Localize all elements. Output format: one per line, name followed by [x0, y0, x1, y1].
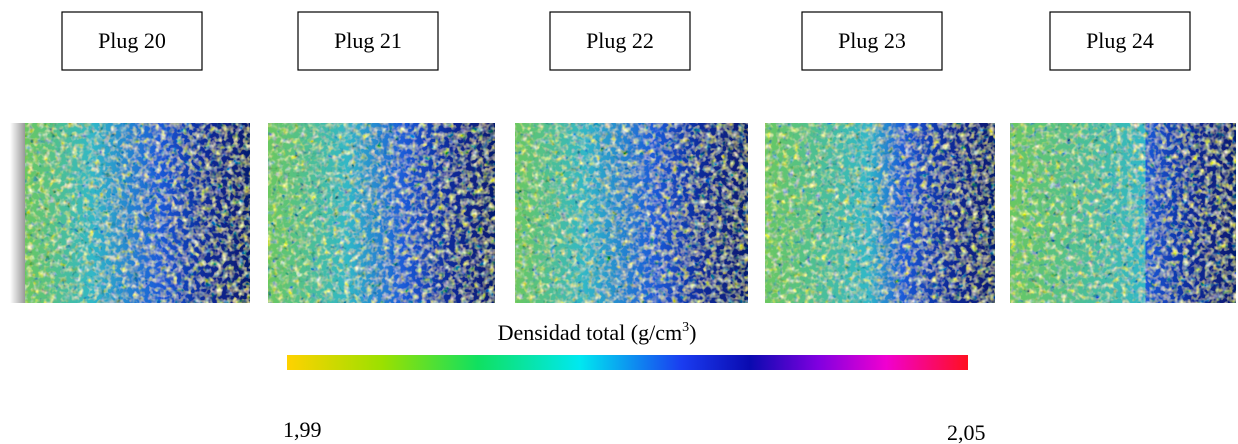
colorbar	[287, 355, 968, 370]
density-map	[25, 123, 250, 303]
plug-box	[61, 11, 203, 71]
plug-box	[801, 11, 943, 71]
plug-box	[297, 11, 439, 71]
density-map	[1010, 123, 1236, 303]
plug-label: Plug 20	[98, 28, 166, 53]
plug-label: Plug 23	[838, 28, 906, 53]
colorbar-max-label: 2,05	[947, 420, 986, 444]
colorbar-title-end: )	[689, 320, 696, 345]
plug-label: Plug 22	[586, 28, 654, 53]
density-map	[765, 123, 995, 303]
plug-box	[1049, 11, 1191, 71]
density-map	[268, 123, 495, 303]
plug-label: Plug 24	[1086, 28, 1154, 53]
colorbar-title-superscript: 3	[682, 320, 689, 335]
colorbar-min-label: 1,99	[283, 417, 322, 442]
plug-label: Plug 21	[334, 28, 402, 53]
panel-edge	[10, 123, 25, 303]
colorbar-title-text: Densidad total (g/cm	[498, 320, 683, 345]
density-map	[515, 123, 748, 303]
colorbar-title: Densidad total (g/cm3)	[498, 320, 697, 345]
plug-box	[549, 11, 691, 71]
